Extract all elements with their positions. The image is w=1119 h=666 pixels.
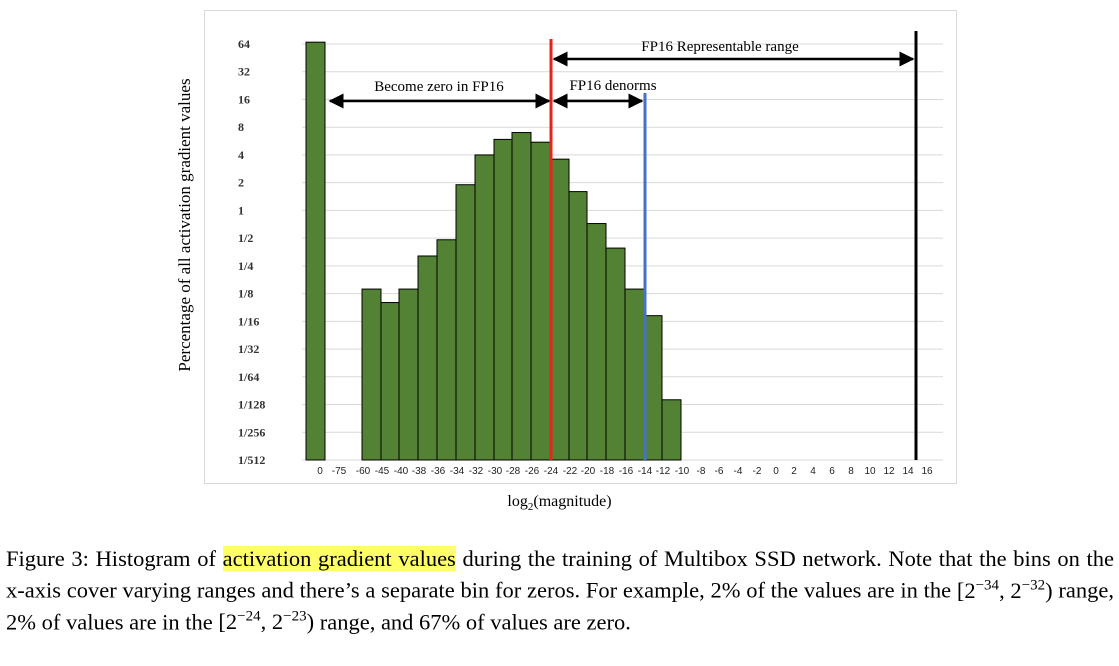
histogram-bar — [474, 154, 495, 461]
y-tick-label: 1 — [238, 203, 244, 217]
x-tick-label: -30 — [488, 466, 503, 477]
y-tick-label: 1/256 — [238, 425, 265, 439]
x-tick-label: -34 — [450, 466, 465, 477]
x-tick-label: -16 — [619, 466, 634, 477]
y-tick-label: 32 — [238, 65, 250, 79]
x-tick-label: -8 — [697, 466, 706, 477]
caption-figure-number: Figure 3: — [6, 546, 89, 571]
x-tick-label: -12 — [656, 466, 671, 477]
caption-text-post: during the training of Multibox SSD netw… — [6, 546, 1115, 603]
histogram-bar — [624, 288, 645, 461]
x-tick-label: 2 — [791, 466, 797, 477]
x-tick-label: -20 — [581, 466, 596, 477]
histogram-bar — [380, 302, 400, 461]
chart-frame: 1/512 1/256 1/128 1/64 1/32 1/16 1/8 1/4 1/2 1 2 4 8… — [204, 10, 957, 484]
x-tick-label: -14 — [638, 466, 653, 477]
y-tick-label: 2 — [238, 176, 244, 190]
x-tick-label: -40 — [394, 466, 409, 477]
y-tick-label: 1/128 — [238, 398, 265, 412]
x-tick-label: 12 — [883, 466, 895, 477]
y-tick-label: 1/8 — [238, 287, 253, 301]
histogram-bar — [643, 315, 663, 461]
x-tick-label: 6 — [829, 466, 835, 477]
y-tick-label: 1/4 — [238, 259, 253, 273]
histogram-bar — [436, 239, 457, 461]
caption-text-pre: Histogram of — [95, 546, 216, 571]
x-tick-label: -26 — [525, 466, 540, 477]
x-tick-label: 16 — [921, 466, 933, 477]
histogram-chart: 1/5121/2561/1281/641/321/161/81/41/21248… — [238, 31, 943, 477]
y-axis-label: Percentage of all activation gradient va… — [175, 78, 194, 372]
x-axis-label: log2(magnitude) — [0, 493, 1119, 513]
y-axis-label-wrap: Percentage of all activation gradient va… — [170, 20, 200, 430]
x-axis-label-base: log — [507, 493, 528, 510]
x-tick-label: -32 — [469, 466, 484, 477]
histogram-bar — [568, 191, 588, 461]
histogram-bar — [530, 141, 551, 461]
histogram-bar — [586, 223, 607, 461]
x-tick-label: -4 — [734, 466, 743, 477]
x-tick-label: 0 — [773, 466, 779, 477]
representable-range-label: FP16 Representable range — [641, 39, 799, 55]
x-tick-label: -24 — [544, 466, 559, 477]
x-axis-label-rest: (magnitude) — [533, 493, 612, 510]
x-tick-label: 10 — [864, 466, 876, 477]
histogram-bar — [605, 247, 626, 461]
histogram-bar — [417, 255, 438, 461]
histogram-bar — [305, 41, 326, 461]
x-tick-label: -38 — [412, 466, 427, 477]
x-tick-label: -36 — [431, 466, 446, 477]
y-tick-label: 8 — [238, 120, 244, 134]
x-tick-label: -22 — [563, 466, 578, 477]
x-tick-label: -28 — [506, 466, 521, 477]
zero-range-label: Become zero in FP16 — [374, 79, 504, 95]
x-tick-label: -45 — [375, 466, 390, 477]
histogram-bar — [661, 399, 682, 461]
y-tick-label: 1/2 — [238, 231, 253, 245]
y-tick-label: 1/64 — [238, 370, 259, 384]
caption-text-mid: range, 2% of values are in the — [6, 577, 1114, 635]
x-tick-label: 8 — [848, 466, 854, 477]
y-tick-label: 1/512 — [238, 453, 265, 467]
denorm-range-label: FP16 denorms — [569, 78, 656, 94]
y-tick-label: 64 — [238, 37, 250, 51]
y-tick-label: 1/32 — [238, 342, 259, 356]
x-tick-label: 0 — [317, 466, 323, 477]
figure-caption: Figure 3: Histogram of activation gradie… — [6, 545, 1114, 635]
caption-range-1: [2−34, 2−32) — [956, 577, 1053, 603]
x-tick-label: -10 — [675, 466, 690, 477]
x-tick-label: -75 — [332, 466, 347, 477]
x-tick-label: 14 — [902, 466, 914, 477]
histogram-bar — [398, 288, 419, 461]
x-tick-label: -6 — [715, 466, 724, 477]
y-tick-label: 1/16 — [238, 314, 259, 328]
x-axis-label-subscript: 2 — [527, 501, 534, 514]
y-tick-label: 4 — [238, 148, 244, 162]
x-tick-label: -18 — [600, 466, 615, 477]
x-tick-label: -2 — [753, 466, 762, 477]
x-tick-label: 4 — [810, 466, 816, 477]
histogram-bar — [455, 184, 476, 461]
histogram-bar — [511, 132, 532, 461]
histogram-bar — [361, 288, 382, 461]
caption-highlight: activation gradient values — [222, 546, 456, 571]
y-tick-label: 16 — [238, 92, 250, 106]
x-tick-label: -60 — [356, 466, 371, 477]
histogram-bar — [493, 138, 513, 461]
caption-range-2: [2−24, 2−23) — [218, 608, 315, 635]
histogram-bar — [549, 158, 570, 461]
caption-text-end: range, and 67% of values are zero. — [319, 609, 631, 634]
